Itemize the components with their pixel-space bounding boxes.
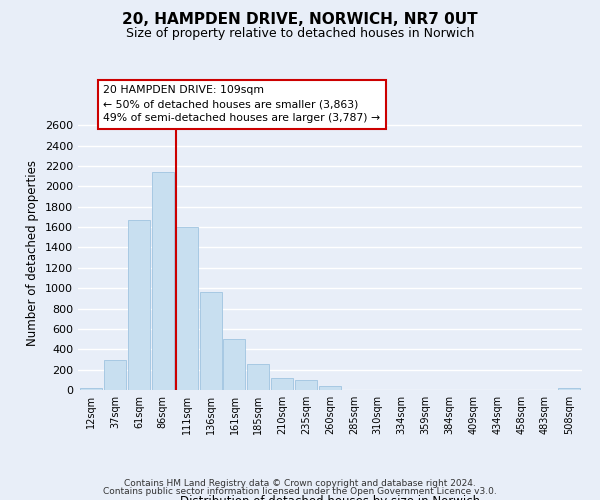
Bar: [176, 227, 197, 390]
Text: 20, HAMPDEN DRIVE, NORWICH, NR7 0UT: 20, HAMPDEN DRIVE, NORWICH, NR7 0UT: [122, 12, 478, 28]
Bar: [152, 172, 174, 390]
Bar: [223, 338, 245, 390]
Text: Size of property relative to detached houses in Norwich: Size of property relative to detached ho…: [126, 28, 474, 40]
Bar: [247, 364, 269, 390]
Text: 20 HAMPDEN DRIVE: 109sqm
← 50% of detached houses are smaller (3,863)
49% of sem: 20 HAMPDEN DRIVE: 109sqm ← 50% of detach…: [103, 85, 380, 123]
Bar: [319, 386, 341, 390]
Text: Distribution of detached houses by size in Norwich: Distribution of detached houses by size …: [180, 494, 480, 500]
Bar: [80, 388, 102, 390]
Text: Contains public sector information licensed under the Open Government Licence v3: Contains public sector information licen…: [103, 487, 497, 496]
Text: Contains HM Land Registry data © Crown copyright and database right 2024.: Contains HM Land Registry data © Crown c…: [124, 478, 476, 488]
Bar: [128, 220, 150, 390]
Bar: [295, 380, 317, 390]
Bar: [271, 378, 293, 390]
Y-axis label: Number of detached properties: Number of detached properties: [26, 160, 40, 346]
Bar: [104, 360, 126, 390]
Bar: [558, 388, 580, 390]
Bar: [200, 292, 221, 390]
